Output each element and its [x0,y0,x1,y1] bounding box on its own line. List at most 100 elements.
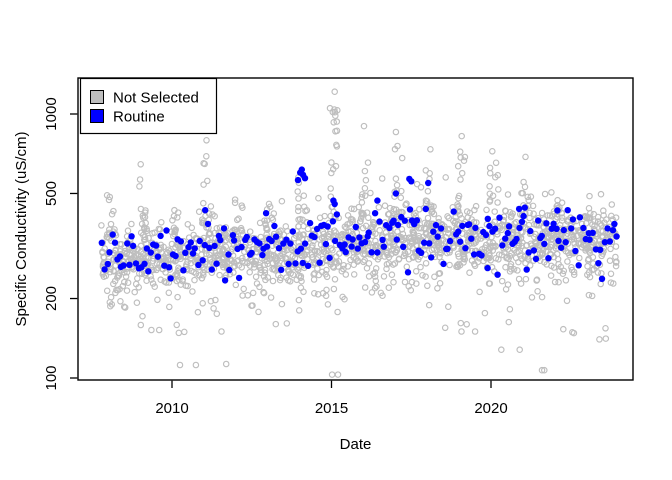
not-selected-swatch-icon [90,90,104,104]
not-selected-point [456,148,464,155]
legend: Not Selected Routine [79,77,218,135]
not-selected-point [154,296,161,304]
routine-point [191,245,198,252]
not-selected-point [304,246,311,254]
not-selected-point [333,260,340,267]
not-selected-point [391,145,399,153]
not-selected-point [136,183,143,190]
not-selected-point [361,167,369,175]
not-selected-point [218,328,225,335]
not-selected-point [585,291,593,299]
routine-point [550,220,557,227]
x-tick-label-2020: 2020 [474,400,507,417]
not-selected-point [417,184,425,191]
not-selected-point [464,214,472,221]
not-selected-point [384,211,392,218]
routine-point [568,225,575,232]
not-selected-point [528,294,536,301]
routine-point [152,242,160,249]
routine-point [256,240,263,247]
not-selected-point [331,88,338,95]
routine-point [562,239,569,246]
routine-point [299,259,306,267]
not-selected-point [377,289,385,297]
not-selected-point [367,189,374,197]
routine-point [206,244,213,252]
not-selected-point [417,263,424,271]
not-selected-point [458,169,466,177]
not-selected-point [333,143,341,150]
not-selected-point [494,231,501,238]
not-selected-point [515,241,522,249]
routine-point [499,242,506,249]
not-selected-point [489,148,496,155]
not-selected-point [261,261,268,268]
not-selected-point [300,250,308,258]
not-selected-point [436,280,444,287]
not-selected-point [606,257,614,264]
not-selected-point [190,268,197,276]
not-selected-point [441,324,449,332]
not-selected-point [107,220,115,228]
routine-point [104,260,112,268]
not-selected-point [295,203,302,211]
routine-point [597,246,604,253]
not-selected-point [108,210,116,218]
not-selected-point [383,261,391,268]
routine-point [116,253,124,260]
not-selected-point [175,329,183,337]
legend-box [79,77,218,135]
not-selected-point [157,276,164,283]
not-selected-point [405,283,412,290]
not-selected-point [270,251,278,259]
not-selected-point [138,270,146,278]
not-selected-point [264,274,272,281]
not-selected-point [300,192,308,199]
not-selected-point [319,228,327,235]
not-selected-point [419,272,426,279]
routine-point [459,222,466,230]
not-selected-point [526,262,534,269]
not-selected-point [446,261,453,269]
not-selected-point [139,312,146,320]
routine-point [235,274,243,282]
not-selected-point [222,243,230,251]
not-selected-point [139,254,146,262]
not-selected-point [410,211,418,218]
routine-point [248,249,255,257]
not-selected-point [268,251,275,258]
routine-point [230,237,238,244]
not-selected-point [371,284,379,292]
routine-point [406,206,414,213]
not-selected-point [594,218,602,225]
routine-point [520,212,527,220]
not-selected-point [171,206,178,214]
routine-point [589,229,596,236]
not-selected-point [295,296,303,304]
not-selected-point [155,326,163,334]
not-selected-point [350,261,358,268]
y-tick-label-1000: 1000 [43,97,60,130]
not-selected-point [523,242,530,249]
not-selected-point [334,107,341,114]
not-selected-point [450,217,457,225]
not-selected-point [156,246,163,253]
not-selected-point [355,203,363,211]
not-selected-point [612,259,620,266]
not-selected-point [195,208,203,215]
routine-point [434,233,441,240]
not-selected-point [165,289,173,297]
not-selected-point [199,216,206,223]
not-selected-point [458,215,465,222]
not-selected-point [135,284,142,291]
not-selected-point [430,245,438,252]
not-selected-point [486,190,494,198]
routine-point [311,233,318,241]
not-selected-point [373,283,380,290]
not-selected-point [199,300,206,307]
routine-point [161,262,168,269]
routine-point [374,197,381,204]
not-selected-point [594,269,602,276]
routine-point [316,259,323,266]
not-selected-point [413,252,420,260]
